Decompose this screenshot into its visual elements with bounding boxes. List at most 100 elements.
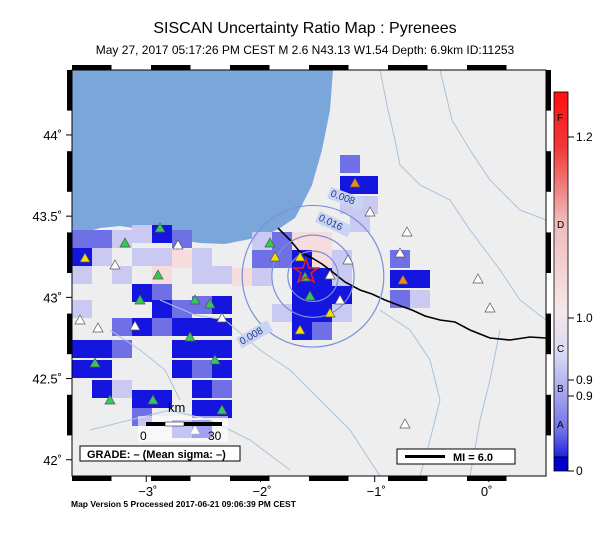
station-triangle-icon bbox=[189, 294, 201, 305]
station-triangle-icon bbox=[304, 290, 316, 301]
grid-cell bbox=[172, 340, 192, 358]
frame-segment bbox=[467, 476, 507, 481]
station-triangle-icon bbox=[294, 324, 306, 335]
bay-of-biscay bbox=[72, 70, 333, 244]
frame-segment bbox=[230, 476, 270, 481]
grid-cell bbox=[112, 340, 132, 358]
grid-cell bbox=[132, 284, 152, 302]
grid-cell bbox=[410, 290, 430, 308]
grid-cell bbox=[312, 232, 332, 250]
grid-cell bbox=[92, 380, 112, 398]
lat-tick-label: 43˚ bbox=[43, 290, 62, 305]
station-triangle-icon bbox=[394, 247, 406, 258]
station-triangle-icon bbox=[209, 354, 221, 365]
station-triangle-icon bbox=[104, 394, 116, 405]
frame-segment bbox=[546, 232, 551, 273]
station-triangle-icon bbox=[134, 294, 146, 305]
grid-cell bbox=[212, 340, 232, 358]
frame-segment bbox=[151, 65, 191, 70]
grid-cell bbox=[132, 318, 152, 336]
station-triangle-icon bbox=[129, 320, 141, 331]
mi-legend: MI = 6.0 bbox=[396, 448, 516, 465]
grid-cell bbox=[312, 322, 332, 340]
station-triangle-icon bbox=[92, 322, 104, 333]
grid-cell bbox=[72, 230, 92, 248]
frame-segment bbox=[72, 476, 112, 481]
grid-cell bbox=[152, 284, 172, 302]
grid-cell bbox=[192, 340, 212, 358]
station-triangle-icon bbox=[154, 222, 166, 233]
grid-cell bbox=[112, 318, 132, 336]
grid-cell bbox=[192, 318, 212, 336]
frame-segment bbox=[546, 394, 551, 436]
grade-A: A bbox=[557, 420, 564, 431]
station-triangle-icon bbox=[147, 394, 159, 405]
grid-cell bbox=[212, 318, 232, 336]
station-triangle-icon bbox=[401, 226, 413, 237]
rivers bbox=[89, 70, 546, 476]
station-triangle-icon bbox=[342, 254, 354, 265]
grid-cell bbox=[152, 318, 172, 336]
station-triangle-icon bbox=[216, 312, 228, 323]
grid-cell bbox=[152, 248, 172, 266]
country-border bbox=[277, 227, 546, 341]
grade-F: F bbox=[557, 113, 563, 124]
frame-segment bbox=[72, 65, 112, 70]
frame-segment bbox=[230, 65, 270, 70]
event-subtitle: May 27, 2017 05:17:26 PM CEST M 2.6 N43.… bbox=[95, 43, 515, 57]
station-triangle-icon bbox=[184, 331, 196, 342]
cb-value-3: 0.9 bbox=[576, 373, 593, 387]
grid-cell bbox=[152, 300, 172, 318]
cb-value-1: 1.2 bbox=[576, 130, 593, 144]
lon-tick-label: 0˚ bbox=[481, 484, 493, 499]
map-title: SISCAN Uncertainty Ratio Map : Pyrenees bbox=[153, 20, 457, 37]
grid-cell bbox=[272, 304, 292, 322]
station-triangle-icon bbox=[324, 269, 336, 280]
grade-D: D bbox=[557, 220, 564, 231]
frame-segment bbox=[67, 151, 72, 192]
lat-tick-label: 43.5˚ bbox=[32, 209, 62, 224]
station-triangle-icon bbox=[324, 307, 336, 318]
grid-cell bbox=[312, 250, 332, 268]
frame-segment bbox=[309, 65, 349, 70]
grade-B: B bbox=[557, 384, 564, 395]
frame-segment bbox=[67, 232, 72, 273]
grid-cell bbox=[92, 340, 112, 358]
station-triangle-icon bbox=[399, 418, 411, 429]
grid-cell bbox=[72, 360, 92, 378]
stations bbox=[74, 177, 496, 435]
grid-cell bbox=[92, 248, 112, 266]
grid-cell bbox=[390, 270, 410, 288]
grid-cell bbox=[358, 176, 378, 194]
station-triangle-icon bbox=[264, 237, 276, 248]
frame-segment bbox=[67, 70, 72, 111]
grid-cell bbox=[312, 268, 332, 286]
grid-cell bbox=[172, 250, 192, 268]
contour-outer bbox=[241, 204, 385, 348]
contour-inner bbox=[287, 250, 339, 302]
grid-cell bbox=[332, 268, 352, 286]
grid-cell bbox=[132, 390, 152, 408]
mi-text: MI = 6.0 bbox=[453, 452, 493, 464]
station-triangle-icon bbox=[89, 357, 101, 368]
grid-cell bbox=[192, 248, 212, 266]
uncertainty-grid bbox=[72, 155, 430, 438]
grid-cell bbox=[92, 230, 112, 248]
station-triangle-icon bbox=[119, 237, 131, 248]
axis-ticks: −3˚ −2˚ −1˚ 0˚ 44˚ 43.5˚ 43˚ 42.5˚ 42˚ bbox=[32, 128, 492, 499]
contour-middle bbox=[271, 234, 355, 318]
frame-segment bbox=[546, 313, 551, 355]
station-triangle-icon bbox=[334, 294, 346, 305]
grid-cell bbox=[172, 360, 192, 378]
frame-segment bbox=[388, 65, 428, 70]
grid-cell bbox=[72, 300, 92, 318]
map-frame bbox=[67, 65, 551, 481]
grade-text: GRADE: – (Mean sigma: –) bbox=[87, 449, 226, 461]
grid-cell bbox=[292, 232, 312, 250]
grid-cell bbox=[72, 266, 92, 284]
grid-cell bbox=[252, 250, 272, 268]
station-triangle-icon bbox=[204, 298, 216, 309]
grid-cell bbox=[172, 318, 192, 336]
station-triangle-icon bbox=[216, 404, 228, 415]
station-triangle-icon bbox=[294, 251, 306, 262]
